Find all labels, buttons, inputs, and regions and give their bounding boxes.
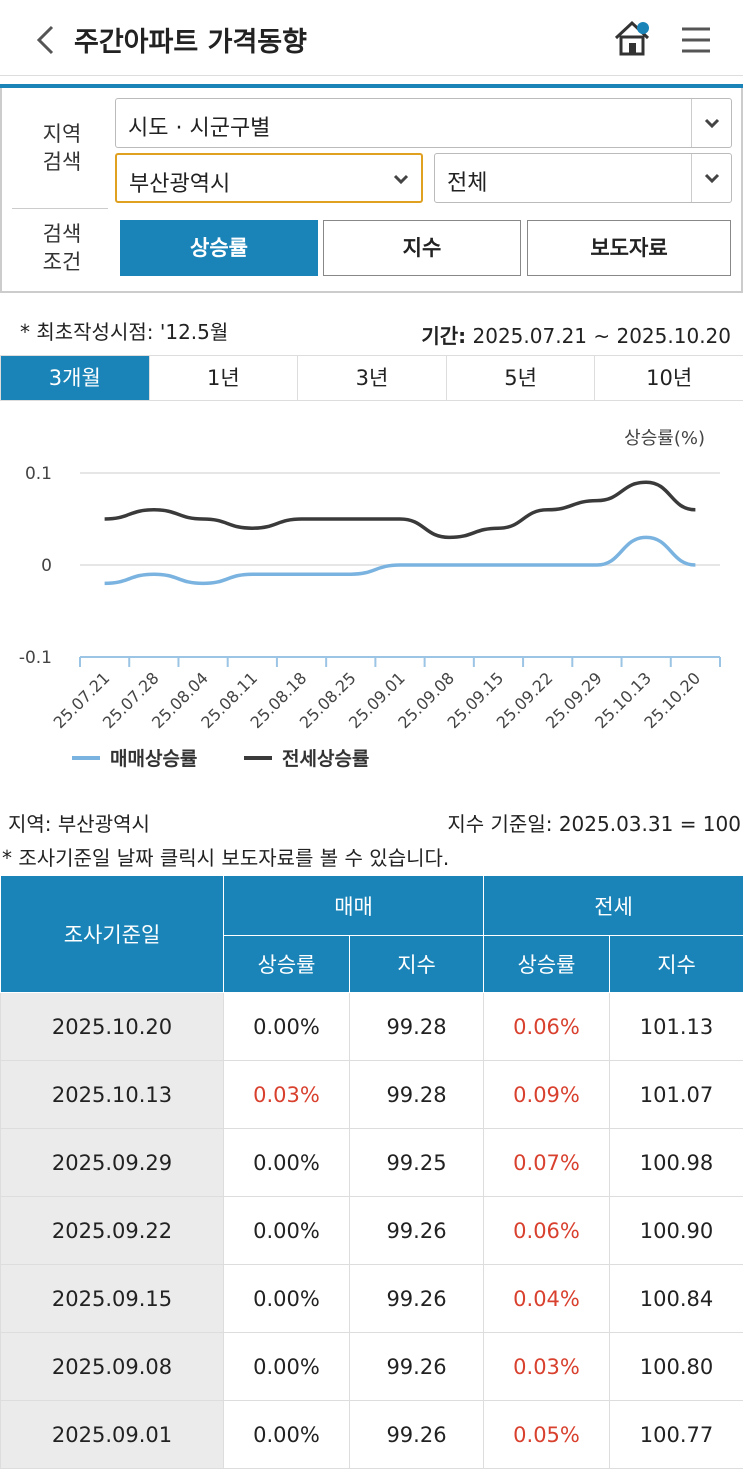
first-created-note: * 최초작성시점: '12.5월 <box>20 320 229 344</box>
table-row: 2025.09.29 0.00% 99.25 0.07% 100.98 <box>0 1128 743 1197</box>
menu-button[interactable] <box>682 26 712 54</box>
series-line <box>104 535 696 586</box>
value-cell: 99.26 <box>348 1196 485 1265</box>
data-table-wrap: 조사기준일 매매 전세 상승률 지수 상승률 지수 2025.10.20 0.00% 99.2… <box>0 875 743 1469</box>
legend-label: 매매상승률 <box>110 748 197 770</box>
value-cell: 0.00% <box>223 1400 350 1469</box>
table-row: 2025.10.13 0.03% 99.28 0.09% 101.07 <box>0 1060 743 1129</box>
back-button[interactable] <box>34 24 56 56</box>
separator <box>12 208 108 209</box>
select-text: 시도 · 시군구별 <box>128 116 271 141</box>
value-cell: 99.26 <box>348 1400 485 1469</box>
divider <box>0 84 743 88</box>
rate-button[interactable]: 상승률 <box>120 220 318 276</box>
value-cell: 99.28 <box>348 1060 485 1129</box>
sub-header: 상승률 <box>223 935 350 993</box>
sale-header: 매매 <box>222 875 485 936</box>
date-cell[interactable]: 2025.09.08 <box>0 1332 224 1401</box>
value-cell: 0.00% <box>223 1264 350 1333</box>
value-cell: 99.26 <box>348 1332 485 1401</box>
label-line: 검색 <box>42 150 82 174</box>
app-header: 주간아파트 가격동향 <box>0 0 743 76</box>
city-select[interactable]: 부산광역시 <box>115 153 423 203</box>
value-cell: 0.03% <box>483 1332 611 1401</box>
period: 기간: 2025.07.21 ~ 2025.10.20 <box>421 320 731 349</box>
sub-header: 지수 <box>609 935 743 993</box>
table-row: 2025.09.01 0.00% 99.26 0.05% 100.77 <box>0 1400 743 1469</box>
date-cell[interactable]: 2025.10.13 <box>0 1060 224 1129</box>
value-cell: 0.00% <box>223 1196 350 1265</box>
legend-label: 전세상승률 <box>282 748 369 770</box>
value-cell: 0.05% <box>483 1400 611 1469</box>
jeonse-header: 전세 <box>483 875 743 936</box>
date-cell[interactable]: 2025.10.20 <box>0 992 224 1061</box>
select-text: 부산광역시 <box>129 172 231 197</box>
period-tab[interactable]: 3년 <box>297 356 446 400</box>
y-axis-label: 상승률(%) <box>624 428 705 449</box>
value-cell: 0.00% <box>223 992 350 1061</box>
y-tick-label: 0 <box>41 556 52 576</box>
home-button[interactable] <box>612 18 652 58</box>
value-cell: 0.00% <box>223 1332 350 1401</box>
table-row: 2025.09.08 0.00% 99.26 0.03% 100.80 <box>0 1332 743 1401</box>
page-title: 주간아파트 가격동향 <box>74 27 307 58</box>
label-line: 검색 <box>42 222 82 246</box>
sub-header: 상승률 <box>483 935 611 993</box>
date-cell[interactable]: 2025.09.29 <box>0 1128 224 1197</box>
value-cell: 101.13 <box>609 992 743 1061</box>
period-tab[interactable]: 3개월 <box>0 356 149 400</box>
report-button[interactable]: 보도자료 <box>527 220 731 276</box>
period-tab[interactable]: 5년 <box>445 356 595 400</box>
label-line: 조건 <box>42 250 82 274</box>
value-cell: 100.98 <box>609 1128 743 1197</box>
data-table: 조사기준일 매매 전세 상승률 지수 상승률 지수 2025.10.20 0.00% 99.2… <box>0 875 743 1469</box>
period-label: 기간: <box>421 324 467 348</box>
click-note: * 조사기준일 날짜 클릭시 보도자료를 볼 수 있습니다. <box>2 846 450 870</box>
period-tab[interactable]: 1년 <box>148 356 298 400</box>
value-cell: 0.06% <box>483 1196 611 1265</box>
date-header: 조사기준일 <box>0 875 224 993</box>
table-row: 2025.10.20 0.00% 99.28 0.06% 101.13 <box>0 992 743 1061</box>
base-date-info: 지수 기준일: 2025.03.31 = 100 <box>447 812 741 836</box>
chart: 상승률(%)-0.100.125.07.2125.07.2825.08.0425… <box>19 428 721 770</box>
table-row: 2025.09.15 0.00% 99.26 0.04% 100.84 <box>0 1264 743 1333</box>
select-text: 전체 <box>447 171 488 196</box>
district-select[interactable]: 전체 <box>434 153 732 203</box>
value-cell: 100.84 <box>609 1264 743 1333</box>
date-cell[interactable]: 2025.09.01 <box>0 1400 224 1469</box>
series-line <box>104 480 696 540</box>
scope-select[interactable]: 시도 · 시군구별 <box>115 98 732 148</box>
value-cell: 0.07% <box>483 1128 611 1197</box>
sub-header: 지수 <box>348 935 485 993</box>
y-tick-label: -0.1 <box>19 648 52 668</box>
value-cell: 0.04% <box>483 1264 611 1333</box>
value-cell: 100.80 <box>609 1332 743 1401</box>
region-info: 지역: 부산광역시 <box>8 812 150 836</box>
value-cell: 101.07 <box>609 1060 743 1129</box>
value-cell: 0.03% <box>223 1060 350 1129</box>
period-tabs: 3개월 1년 3년 5년 10년 <box>0 355 743 401</box>
label-line: 지역 <box>42 122 82 146</box>
value-cell: 0.06% <box>483 992 611 1061</box>
value-cell: 99.26 <box>348 1264 485 1333</box>
index-button[interactable]: 지수 <box>323 220 521 276</box>
period-value: 2025.07.21 ~ 2025.10.20 <box>472 324 732 348</box>
y-tick-label: 0.1 <box>25 464 52 484</box>
value-cell: 99.28 <box>348 992 485 1061</box>
value-cell: 0.09% <box>483 1060 611 1129</box>
value-cell: 100.90 <box>609 1196 743 1265</box>
period-tab[interactable]: 10년 <box>594 356 743 400</box>
table-row: 2025.09.22 0.00% 99.26 0.06% 100.90 <box>0 1196 743 1265</box>
date-cell[interactable]: 2025.09.15 <box>0 1264 224 1333</box>
value-cell: 99.25 <box>348 1128 485 1197</box>
value-cell: 0.00% <box>223 1128 350 1197</box>
value-cell: 100.77 <box>609 1400 743 1469</box>
date-cell[interactable]: 2025.09.22 <box>0 1196 224 1265</box>
